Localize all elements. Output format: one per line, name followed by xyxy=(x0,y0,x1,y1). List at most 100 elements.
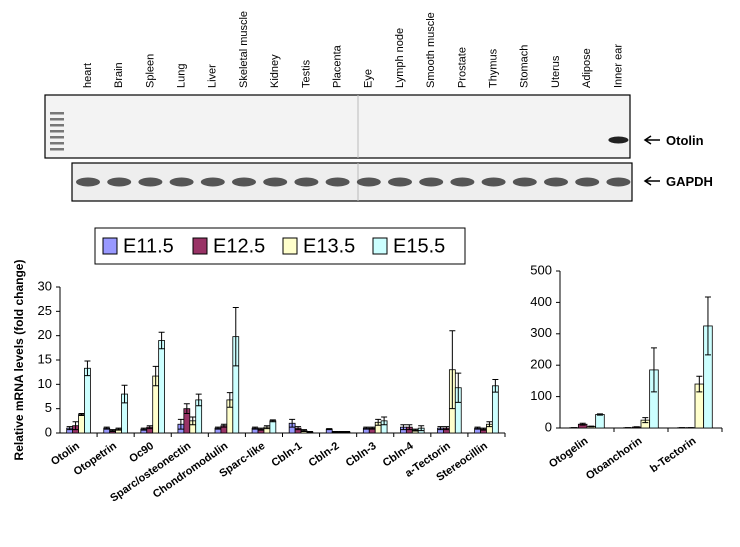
error-bar xyxy=(400,424,407,431)
error-bar xyxy=(257,427,264,431)
legend-swatch xyxy=(372,237,388,255)
ladder-band xyxy=(50,136,64,139)
lane-label: Adipose xyxy=(581,48,593,88)
gapdh-band xyxy=(450,177,475,187)
error-bar xyxy=(158,331,165,350)
lane-label: Thymus xyxy=(488,48,500,88)
ladder-band xyxy=(50,130,64,133)
error-bar xyxy=(696,375,703,393)
gapdh-band xyxy=(169,177,194,187)
bar xyxy=(78,414,85,434)
error-bar xyxy=(381,416,388,426)
gapdh-band xyxy=(325,177,350,187)
y-tick-label: 200 xyxy=(530,357,552,372)
y-tick-label: 10 xyxy=(38,376,52,391)
ladder-band xyxy=(50,124,64,127)
y-tick-label: 5 xyxy=(45,400,52,415)
y-tick-label: 15 xyxy=(38,351,52,366)
error-bar xyxy=(103,426,110,430)
legend-label: E11.5 xyxy=(123,235,174,257)
error-bar xyxy=(263,425,270,430)
gapdh-band xyxy=(388,177,412,187)
y-tick-label: 500 xyxy=(530,262,552,277)
lane-label: Inner ear xyxy=(612,44,624,88)
error-bar xyxy=(650,347,657,393)
error-bar xyxy=(596,413,603,416)
error-bar xyxy=(449,330,456,410)
error-bar xyxy=(588,425,595,428)
arrow xyxy=(643,135,660,145)
y-tick-label: 20 xyxy=(38,327,52,342)
bar xyxy=(84,367,91,434)
error-bar xyxy=(412,428,419,432)
error-bar xyxy=(443,426,450,431)
error-bar xyxy=(252,426,259,430)
error-bar xyxy=(633,426,640,428)
lane-label: Placenta xyxy=(332,44,344,88)
error-bar xyxy=(84,360,91,377)
error-bar xyxy=(220,423,227,428)
error-bar xyxy=(146,425,153,430)
bar xyxy=(595,414,605,429)
lane-label: Lymph node xyxy=(394,28,406,88)
error-bar xyxy=(492,378,499,393)
bar xyxy=(491,385,499,434)
y-tick-label: 100 xyxy=(530,388,552,403)
gapdh-band xyxy=(138,177,163,187)
gapdh-band xyxy=(575,177,600,187)
error-bar xyxy=(115,427,122,431)
error-bar xyxy=(369,426,376,430)
lane-label: Testis xyxy=(300,59,312,88)
error-bar xyxy=(289,418,296,428)
band-label: GAPDH xyxy=(666,174,713,189)
lane-label: Smooth muscle xyxy=(425,12,437,88)
error-bar xyxy=(363,426,370,430)
error-bar xyxy=(269,419,276,423)
gapdh-band xyxy=(76,177,100,187)
error-bar xyxy=(486,421,493,428)
ladder-band xyxy=(50,112,64,115)
lane-label: Liver xyxy=(207,64,219,88)
lane-label: heart xyxy=(82,63,94,88)
arrow xyxy=(643,176,660,186)
lane-label: Stomach xyxy=(519,45,531,88)
error-bar xyxy=(338,431,345,434)
error-bar xyxy=(326,428,333,431)
otolin-band xyxy=(608,136,629,144)
gapdh-band xyxy=(606,177,631,187)
gel-gapdh xyxy=(71,162,633,202)
gapdh-band xyxy=(107,177,132,187)
error-bar xyxy=(140,427,147,431)
lane-label: Skeletal muscle xyxy=(238,11,250,88)
error-bar xyxy=(306,431,313,434)
error-bar xyxy=(480,427,487,431)
error-bar xyxy=(642,417,649,424)
error-bar xyxy=(177,418,184,430)
gel-otolin xyxy=(44,94,631,159)
legend-swatch xyxy=(282,237,298,255)
gapdh-band xyxy=(512,177,537,187)
y-tick-label: 25 xyxy=(38,303,52,318)
ladder-band xyxy=(50,118,64,121)
lane-label: Eye xyxy=(363,69,375,88)
y-tick-label: 300 xyxy=(530,325,552,340)
legend-label: E13.5 xyxy=(303,235,355,257)
error-bar xyxy=(189,416,196,426)
lane-label: Prostate xyxy=(456,47,468,88)
legend-box xyxy=(94,227,466,265)
error-bar xyxy=(332,431,339,434)
lane-label: Kidney xyxy=(269,54,281,88)
error-bar xyxy=(418,425,425,432)
error-bar xyxy=(214,426,221,430)
error-bar xyxy=(579,422,586,426)
error-bar xyxy=(455,372,462,403)
gapdh-band xyxy=(481,177,506,187)
y-tick-label: 0 xyxy=(45,424,52,439)
y-tick-label: 0 xyxy=(545,419,552,434)
legend-label: E12.5 xyxy=(213,235,265,257)
bar xyxy=(269,420,277,434)
error-bar xyxy=(375,418,382,426)
error-bar xyxy=(226,392,233,408)
error-bar xyxy=(121,384,128,404)
error-bar xyxy=(195,393,202,407)
